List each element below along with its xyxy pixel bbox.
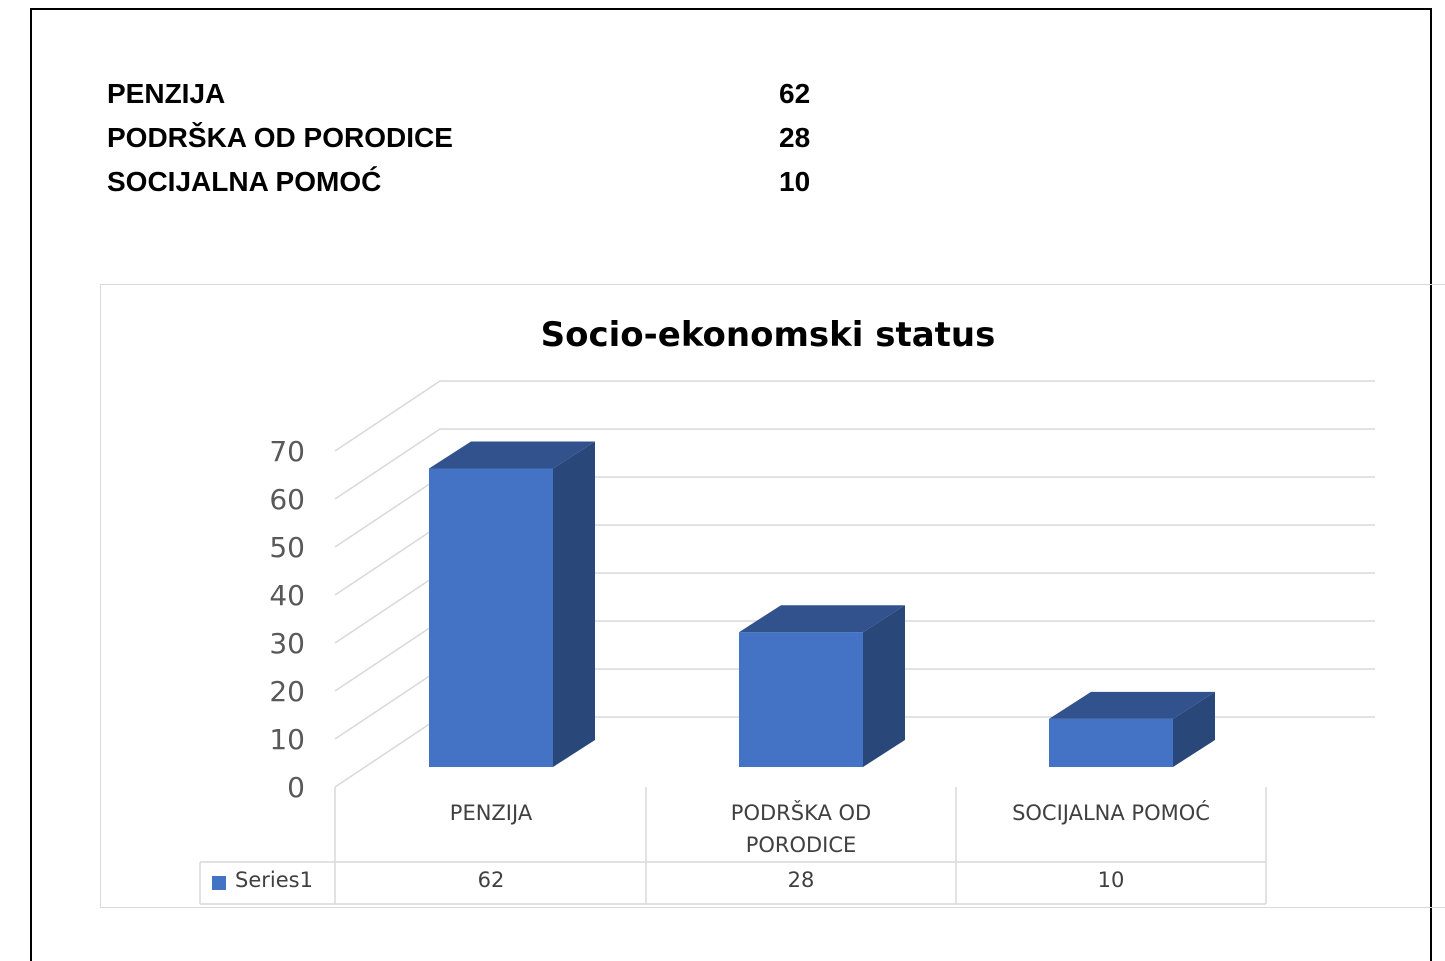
grid-line — [334, 380, 441, 452]
y-tick-label: 50 — [269, 531, 305, 564]
grid-line — [334, 476, 441, 548]
row-value: 62 — [779, 78, 811, 109]
row-value: 28 — [779, 122, 811, 153]
bar — [739, 632, 863, 767]
bar-top — [429, 441, 595, 469]
row-value: 10 — [779, 166, 811, 197]
y-tick-label: 30 — [269, 627, 305, 660]
x-tick-label: PENZIJA — [449, 801, 533, 825]
y-tick-label: 10 — [269, 723, 305, 756]
y-tick-label: 60 — [269, 483, 305, 516]
grid-line — [334, 620, 441, 692]
bar — [1049, 718, 1173, 767]
frame — [30, 8, 1432, 961]
bar-side — [553, 441, 595, 767]
y-tick-label: 0 — [287, 771, 305, 804]
y-tick-label: 20 — [269, 675, 305, 708]
data-table-value: 28 — [787, 868, 815, 892]
legend-swatch — [212, 876, 226, 890]
row-label: PODRŠKA OD PORODICE — [107, 122, 453, 153]
grid-line — [334, 668, 441, 740]
x-tick-label: PODRŠKA OD PORODICE — [730, 801, 872, 857]
x-tick-label: SOCIJALNA POMOĆ — [1012, 801, 1210, 825]
grid-line — [334, 572, 441, 644]
y-tick-label: 40 — [269, 579, 305, 612]
grid-line — [334, 716, 441, 788]
bar-top — [739, 605, 905, 633]
bar-top — [1049, 691, 1215, 719]
bar-side — [1173, 691, 1215, 767]
grid-line — [334, 524, 441, 596]
chart-area — [100, 284, 1445, 908]
data-table-value: 10 — [1097, 868, 1125, 892]
bar — [429, 468, 553, 767]
row-label: PENZIJA — [107, 78, 226, 109]
data-table-value: 62 — [477, 868, 505, 892]
y-tick-label: 70 — [269, 435, 305, 468]
row-label: SOCIJALNA POMOĆ — [107, 166, 382, 197]
legend-label: Series1 — [235, 868, 313, 892]
bar-side — [863, 605, 905, 767]
grid-line — [334, 428, 441, 500]
chart-title: Socio-ekonomski status — [541, 315, 996, 355]
